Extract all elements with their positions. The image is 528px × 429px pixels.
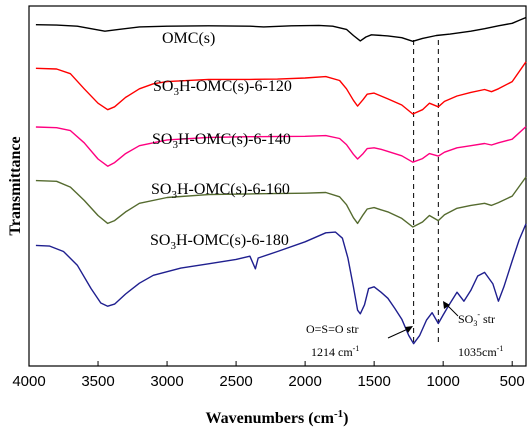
- series-line-0: [35, 16, 527, 42]
- series-label-180: SO3H-OMC(s)-6-180: [150, 232, 289, 252]
- y-axis-label: Transmittance: [7, 136, 24, 235]
- series-label-160: SO3H-OMC(s)-6-160: [151, 181, 290, 201]
- x-tick-label-3000: 3000: [150, 373, 183, 390]
- series-label-omc: OMC(s): [162, 30, 215, 47]
- series-line-1: [35, 61, 527, 115]
- series-line-3: [35, 176, 527, 228]
- x-axis-ticks: 4000 3500 3000 2500 2000 1500 1000 500: [12, 361, 525, 390]
- annotation-arrow-so3: [443, 301, 459, 317]
- x-axis-label: Wavenumbers (cm-1): [206, 408, 349, 427]
- plot-frame: [28, 5, 527, 367]
- series-label-140: SO3H-OMC(s)-6-140: [152, 131, 291, 151]
- series-label-120: SO3H-OMC(s)-6-120: [153, 78, 292, 98]
- x-tick-label-1000: 1000: [426, 373, 459, 390]
- reference-lines: [413, 40, 439, 346]
- annotation-os-o-wavenumber: 1214 cm-1: [311, 344, 359, 359]
- annotation-os-o-title: O=S=O str: [306, 322, 359, 336]
- annotation-arrow-os-o: [387, 326, 413, 339]
- series-line-4: [35, 223, 527, 345]
- series-line-2: [35, 126, 527, 167]
- spectra: [35, 16, 527, 345]
- x-tick-label-2500: 2500: [219, 373, 252, 390]
- x-tick-label-3500: 3500: [81, 373, 114, 390]
- annotation-so3-wavenumber: 1035cm-1: [458, 344, 503, 359]
- x-tick-label-2000: 2000: [288, 373, 321, 390]
- annotation-so3-title: SO3- str: [458, 310, 495, 328]
- x-tick-label-4000: 4000: [12, 373, 45, 390]
- x-tick-label-500: 500: [500, 373, 525, 390]
- x-tick-label-1500: 1500: [357, 373, 390, 390]
